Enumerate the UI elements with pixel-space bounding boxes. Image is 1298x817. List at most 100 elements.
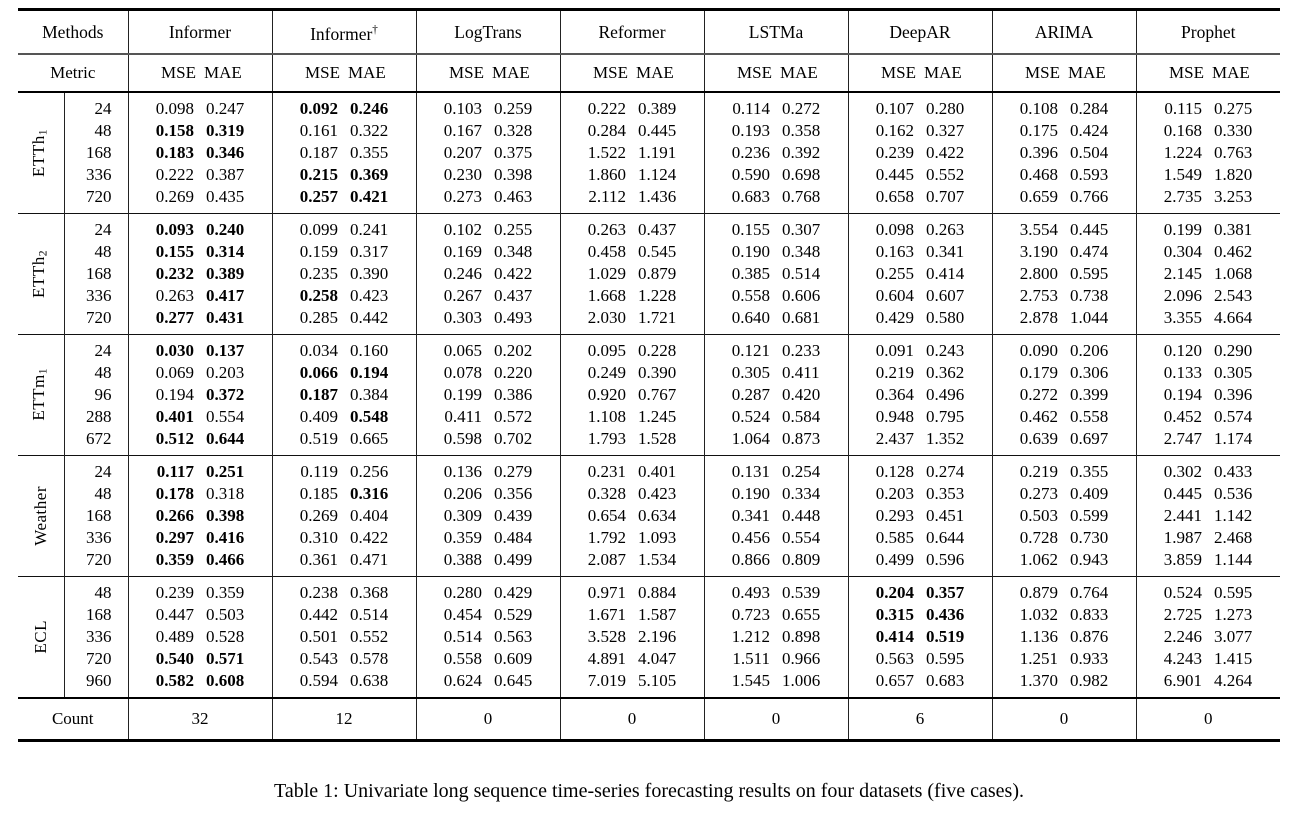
value-cell: 0.273 [415, 186, 488, 214]
value-cell: 0.764 [1070, 583, 1109, 602]
value-cell: 0.357 [926, 583, 965, 602]
value-cell: 0.501 [271, 626, 344, 648]
value-cell: 0.246 [350, 99, 389, 118]
value-cell: 0.263 [926, 220, 965, 239]
horizon-cell: 48 [63, 483, 128, 505]
value-cell: 0.484 [494, 528, 533, 547]
count-value: 0 [991, 697, 1136, 742]
value-cell: 0.368 [350, 583, 389, 602]
value-cell: 0.273 [991, 483, 1064, 505]
value-cell: 0.598 [415, 428, 488, 456]
value-cell: 1.191 [638, 143, 677, 162]
value-cell: 0.730 [1070, 528, 1109, 547]
value-cell: 0.462 [1214, 242, 1253, 261]
value-cell: 0.499 [847, 549, 920, 577]
table-row: 48 0.158 0.319 0.161 0.322 0.167 0.328 0.284 0.4… [18, 120, 1280, 142]
value-cell: 0.341 [703, 505, 776, 527]
value-cell: 0.280 [415, 576, 488, 604]
value-cell: 1.032 [991, 604, 1064, 626]
value-cell: 0.609 [494, 649, 533, 668]
dataset-label: ETTh1 [18, 92, 64, 214]
value-cell: 0.442 [350, 308, 389, 327]
value-cell: 1.860 [559, 164, 632, 186]
horizon-cell: 960 [63, 670, 128, 698]
value-cell: 0.297 [127, 527, 200, 549]
method-name: Informer [168, 22, 232, 42]
horizon-cell: 24 [63, 213, 128, 241]
table-foot: Count 32 12 0 0 0 6 0 0 [18, 697, 1280, 742]
value-cell: 0.604 [847, 285, 920, 307]
value-cell: 0.257 [271, 186, 344, 214]
horizon-cell: 168 [63, 505, 128, 527]
value-cell: 0.658 [847, 186, 920, 214]
horizon-cell: 672 [63, 428, 128, 456]
value-cell: 0.115 [1135, 92, 1208, 120]
value-cell: 0.169 [415, 241, 488, 263]
value-cell: 0.659 [991, 186, 1064, 214]
value-cell: 0.107 [847, 92, 920, 120]
value-cell: 0.263 [127, 285, 200, 307]
value-cell: 0.404 [350, 506, 389, 525]
value-cell: 2.437 [847, 428, 920, 456]
horizon-cell: 48 [63, 241, 128, 263]
value-cell: 3.077 [1214, 627, 1253, 646]
table-row: 168 0.266 0.398 0.269 0.404 0.309 0.439 0.654 0.… [18, 505, 1280, 527]
method-header: Informer† [271, 9, 416, 55]
method-header: Prophet [1135, 9, 1280, 55]
value-cell: 0.645 [494, 671, 533, 690]
value-cell: 0.558 [1070, 407, 1109, 426]
value-cell: 0.414 [926, 264, 965, 283]
value-cell: 1.245 [638, 407, 677, 426]
value-cell: 0.474 [1070, 242, 1109, 261]
value-cell: 0.098 [127, 92, 200, 120]
value-cell: 0.424 [1070, 121, 1109, 140]
table-row: 288 0.401 0.554 0.409 0.548 0.411 0.572 1.108 1.… [18, 406, 1280, 428]
dataset-subscript: 2 [35, 249, 49, 256]
mae-header: MAE [632, 54, 704, 93]
table-row: 48 0.155 0.314 0.159 0.317 0.169 0.348 0.458 0.5… [18, 241, 1280, 263]
mse-header: MSE [1135, 54, 1208, 93]
value-cell: 0.249 [559, 362, 632, 384]
value-cell: 0.433 [1214, 462, 1253, 481]
value-cell: 0.272 [991, 384, 1064, 406]
value-cell: 0.655 [782, 605, 821, 624]
table-row: 48 0.178 0.318 0.185 0.316 0.206 0.356 0.328 0.4… [18, 483, 1280, 505]
value-cell: 6.901 [1135, 670, 1208, 698]
value-cell: 0.310 [271, 527, 344, 549]
mae-header: MAE [1064, 54, 1136, 93]
value-cell: 0.468 [991, 164, 1064, 186]
value-cell: 0.456 [703, 527, 776, 549]
value-cell: 0.108 [991, 92, 1064, 120]
value-cell: 0.707 [926, 187, 965, 206]
value-cell: 1.352 [926, 429, 965, 448]
value-cell: 2.112 [559, 186, 632, 214]
table-row: 960 0.582 0.608 0.594 0.638 0.624 0.645 7.019 5.… [18, 670, 1280, 698]
value-cell: 1.721 [638, 308, 677, 327]
value-cell: 0.654 [559, 505, 632, 527]
value-cell: 1.093 [638, 528, 677, 547]
count-row: Count 32 12 0 0 0 6 0 0 [18, 697, 1280, 742]
value-cell: 0.277 [127, 307, 200, 335]
value-cell: 0.420 [782, 385, 821, 404]
value-cell: 1.792 [559, 527, 632, 549]
value-cell: 0.499 [494, 550, 533, 569]
value-cell: 0.519 [926, 627, 965, 646]
value-cell: 0.385 [703, 263, 776, 285]
horizon-cell: 336 [63, 164, 128, 186]
value-cell: 3.554 [991, 213, 1064, 241]
horizon-cell: 168 [63, 604, 128, 626]
table-row: 336 0.222 0.387 0.215 0.369 0.230 0.398 1.860 1.… [18, 164, 1280, 186]
value-cell: 0.359 [127, 549, 200, 577]
value-cell: 0.319 [206, 121, 245, 140]
value-cell: 0.279 [494, 462, 533, 481]
value-cell: 0.355 [350, 143, 389, 162]
value-cell: 0.574 [1214, 407, 1253, 426]
value-cell: 0.558 [703, 285, 776, 307]
count-value: 0 [559, 697, 704, 742]
value-cell: 0.876 [1070, 627, 1109, 646]
value-cell: 1.006 [782, 671, 821, 690]
method-name: Reformer [598, 22, 666, 42]
value-cell: 0.493 [494, 308, 533, 327]
value-cell: 0.239 [847, 142, 920, 164]
horizon-cell: 168 [63, 142, 128, 164]
